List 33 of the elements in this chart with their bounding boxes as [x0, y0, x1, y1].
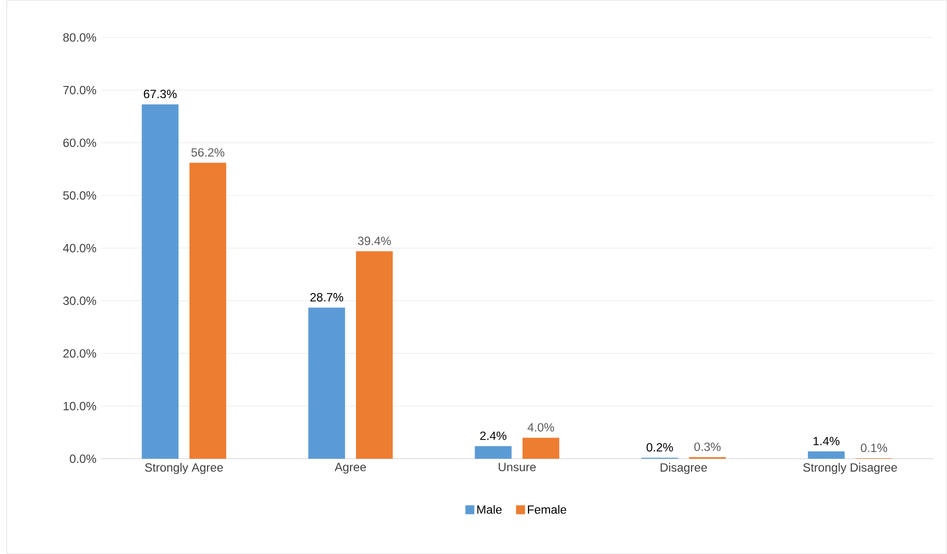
- y-tick-label: 30.0%: [63, 296, 96, 306]
- data-label: 39.4%: [358, 236, 391, 246]
- bar: [808, 451, 845, 459]
- y-tick-label: 0.0%: [70, 454, 96, 464]
- bar: [356, 251, 393, 459]
- y-tick-label: 80.0%: [63, 33, 96, 42]
- data-label: 2.4%: [480, 432, 506, 440]
- x-tick-label: Strongly Agree: [145, 462, 223, 474]
- data-label: 1.4%: [814, 436, 840, 446]
- y-tick-label: 50.0%: [63, 191, 96, 200]
- legend-label: Male: [477, 505, 502, 514]
- y-tick-label: 40.0%: [63, 244, 96, 252]
- x-tick-label: Disagree: [660, 462, 707, 474]
- data-label: 0.3%: [694, 442, 721, 452]
- legend-label: Female: [528, 505, 566, 514]
- bar: [189, 162, 226, 459]
- bar: [142, 104, 179, 459]
- x-tick-label: Unsure: [498, 463, 536, 472]
- data-label: 4.0%: [528, 423, 554, 432]
- bar: [308, 308, 346, 459]
- data-label: 0.2%: [646, 443, 673, 452]
- x-tick-label: Strongly Disagree: [803, 462, 897, 474]
- data-label: 0.1%: [860, 444, 888, 452]
- y-tick-label: 60.0%: [63, 138, 96, 148]
- data-label: 67.3%: [144, 90, 177, 98]
- y-tick-label: 70.0%: [63, 86, 96, 94]
- bar: [522, 438, 560, 459]
- y-tick-label: 20.0%: [63, 349, 96, 358]
- bar: [474, 446, 512, 459]
- y-tick-label: 10.0%: [64, 402, 96, 410]
- data-label: 28.7%: [310, 293, 344, 302]
- data-label: 56.2%: [191, 148, 224, 157]
- x-tick-label: Agree: [334, 463, 366, 474]
